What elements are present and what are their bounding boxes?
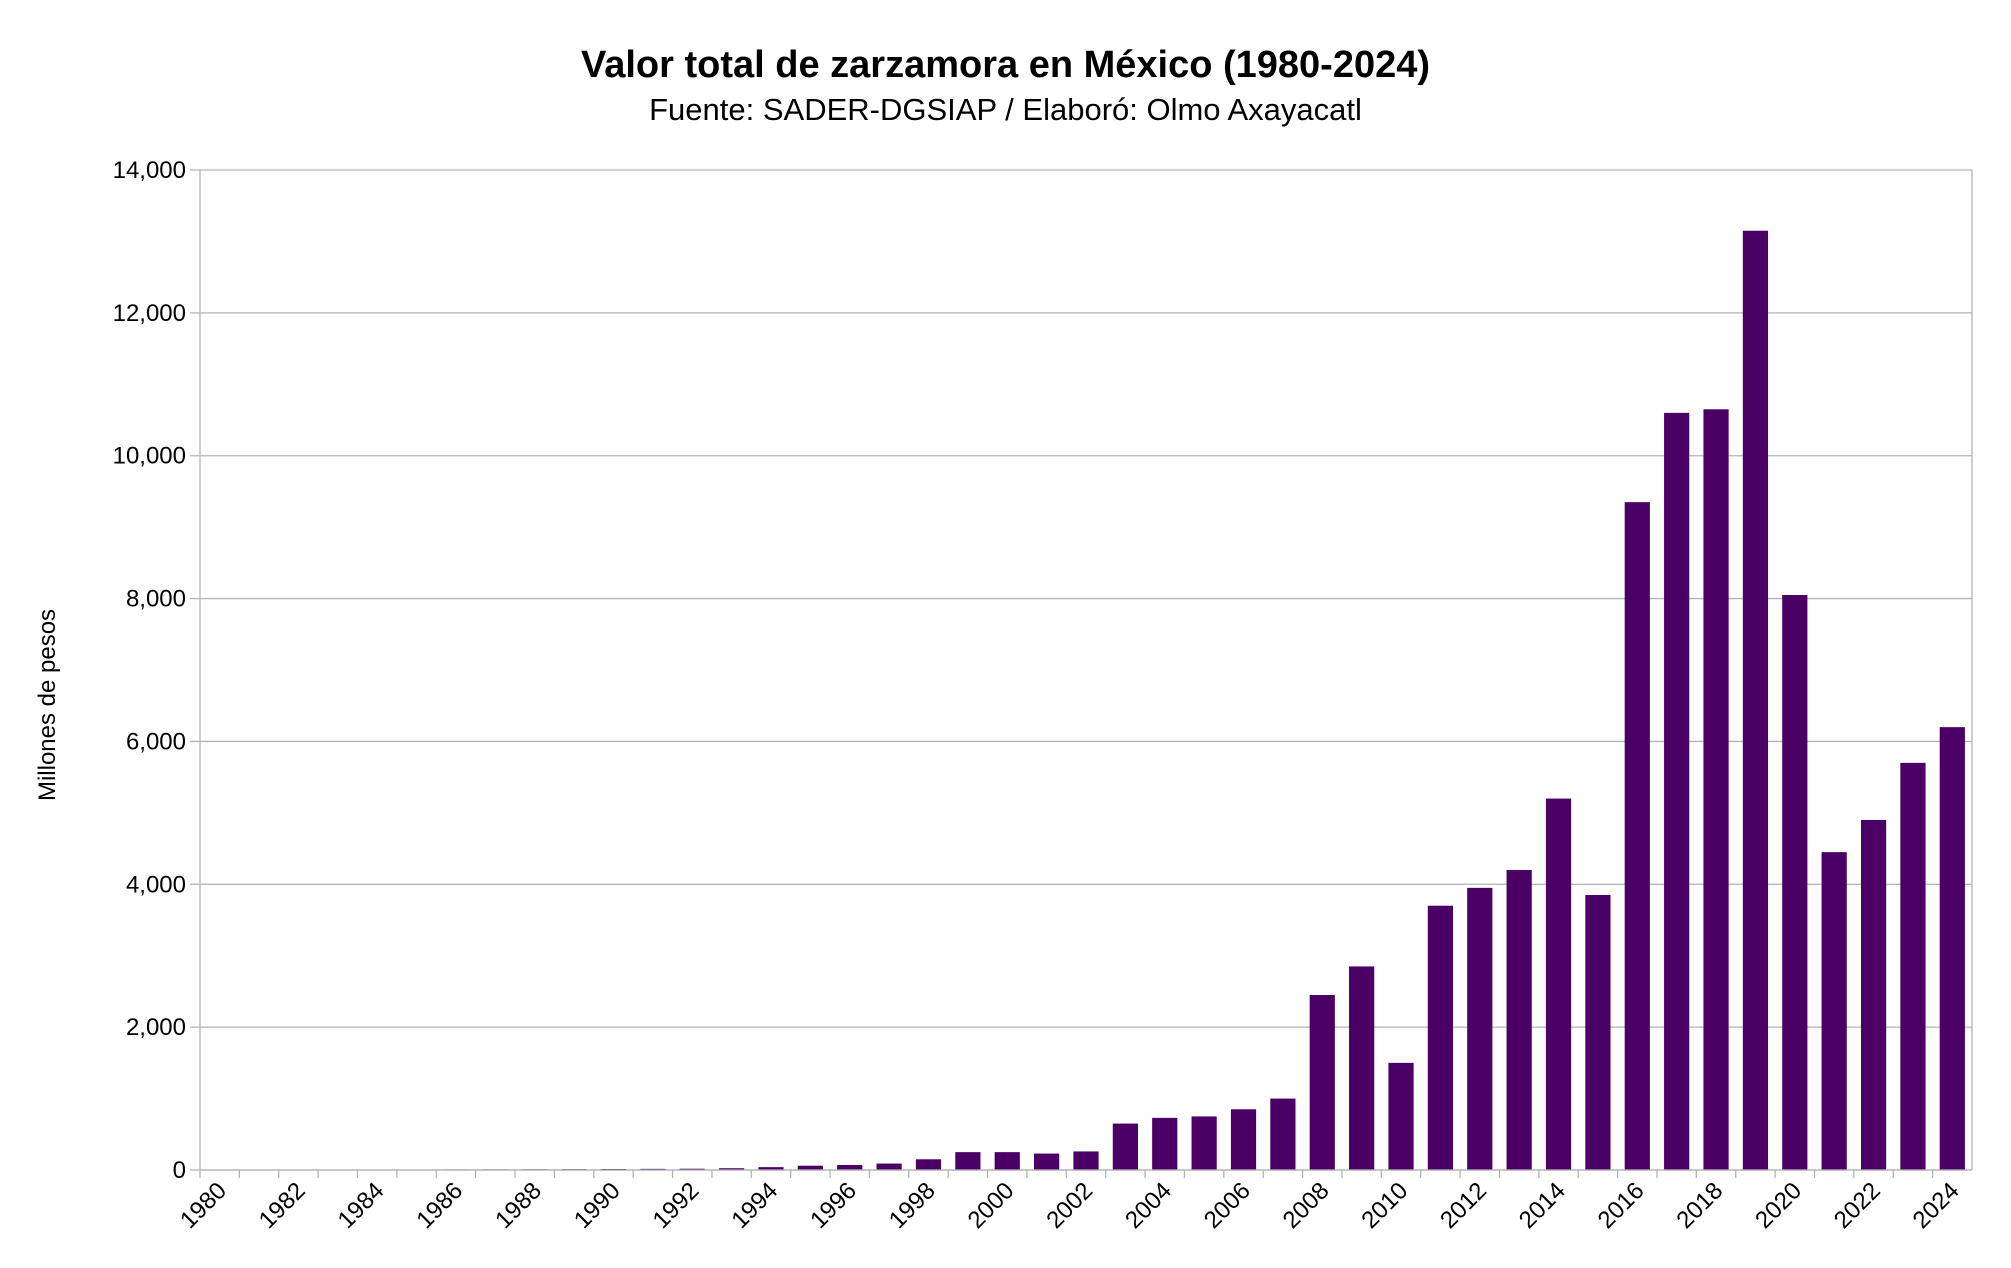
- bar-1999: [955, 1152, 981, 1170]
- x-tick-label: 2012: [1435, 1177, 1492, 1234]
- x-tick-label: 2016: [1593, 1177, 1650, 1234]
- x-tick-label: 2024: [1908, 1177, 1965, 1234]
- bar-2010: [1388, 1062, 1414, 1170]
- x-tick-label: 1986: [411, 1177, 468, 1234]
- bar-2020: [1782, 595, 1808, 1170]
- chart-title: Valor total de zarzamora en México (1980…: [580, 44, 1431, 86]
- bar-2003: [1112, 1123, 1138, 1170]
- x-tick-label: 2002: [1041, 1177, 1098, 1234]
- x-tick-label: 1984: [333, 1177, 390, 1234]
- x-tick-label: 2006: [1199, 1177, 1256, 1234]
- bar-2017: [1664, 412, 1690, 1170]
- x-tick-label: 1994: [726, 1177, 783, 1234]
- bar-2011: [1427, 905, 1454, 1170]
- bar-1996: [837, 1165, 863, 1170]
- x-tick-label: 1998: [884, 1177, 941, 1234]
- x-tick-label: 1996: [805, 1177, 862, 1234]
- y-tick-label: 8,000: [126, 586, 186, 613]
- bar-1998: [915, 1159, 942, 1170]
- y-tick-label: 14,000: [113, 157, 186, 184]
- y-tick-label: 2,000: [126, 1014, 186, 1041]
- x-tick-labels: 1980 1982 1984 1986 1988 1990 1992 1994 1996 1998…: [175, 1177, 1964, 1234]
- x-tick-label: 2022: [1829, 1177, 1886, 1234]
- x-tick-label: 1992: [648, 1177, 705, 1234]
- bar-2016: [1624, 502, 1650, 1171]
- bar-2001: [1034, 1153, 1060, 1170]
- bar-2014: [1545, 798, 1572, 1170]
- bar-1995: [797, 1165, 823, 1170]
- x-tick-label: 2010: [1356, 1177, 1413, 1234]
- bar-2004: [1152, 1117, 1178, 1170]
- bar-2012: [1467, 887, 1493, 1170]
- x-tick-label: 1988: [490, 1177, 547, 1234]
- x-tick-label: 1982: [254, 1177, 311, 1234]
- bar-2019: [1742, 230, 1769, 1170]
- y-tick-label: 4,000: [126, 871, 186, 898]
- chart-subtitle: Fuente: SADER-DGSIAP / Elaboró: Olmo Axa…: [649, 92, 1362, 127]
- bar-1993: [718, 1168, 745, 1170]
- bar-1994: [758, 1167, 784, 1170]
- axes: [199, 170, 1973, 1178]
- y-axis-label: Millones de pesos: [34, 609, 61, 801]
- bar-2009: [1349, 966, 1375, 1170]
- bar-2023: [1900, 762, 1926, 1170]
- bar-2022: [1860, 820, 1887, 1170]
- bar-2002: [1073, 1151, 1099, 1170]
- y-tick-label: 0: [173, 1157, 186, 1184]
- bar-2007: [1270, 1098, 1296, 1170]
- x-tick-label: 1990: [569, 1177, 626, 1234]
- bar-2000: [994, 1152, 1020, 1170]
- x-tick-label: 2004: [1120, 1177, 1177, 1234]
- bar-2021: [1821, 852, 1847, 1170]
- bar-1997: [876, 1163, 902, 1170]
- x-tick-label: 2000: [963, 1177, 1020, 1234]
- bars: [207, 230, 1965, 1171]
- x-tick-label: 2014: [1514, 1177, 1571, 1234]
- bar-2008: [1309, 995, 1335, 1170]
- x-tick-label: 2018: [1671, 1177, 1728, 1234]
- y-tick-label: 10,000: [113, 443, 186, 470]
- bar-2024: [1939, 727, 1965, 1170]
- x-tick-label: 2008: [1278, 1177, 1335, 1234]
- bar-2006: [1230, 1109, 1257, 1170]
- bar-2005: [1191, 1116, 1217, 1170]
- x-tick-label: 1980: [175, 1177, 232, 1234]
- x-tick-label: 2020: [1750, 1177, 1807, 1234]
- bar-2018: [1703, 409, 1729, 1170]
- bar-2013: [1506, 870, 1532, 1170]
- y-tick-label: 12,000: [113, 300, 186, 327]
- y-tick-label: 6,000: [126, 728, 186, 755]
- y-tick-labels: 0 2,000 4,000 6,000 8,000 10,000 12,000 14,000: [113, 157, 186, 1184]
- bar-2015: [1585, 895, 1611, 1170]
